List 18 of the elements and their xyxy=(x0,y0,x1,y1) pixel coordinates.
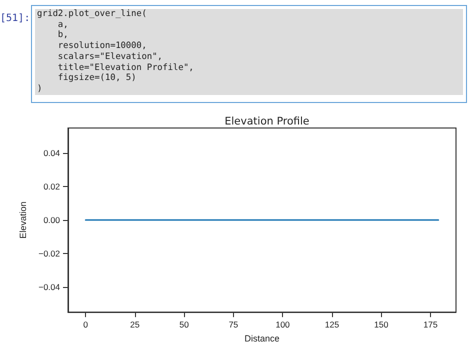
x-tick-label: 25 xyxy=(130,320,140,330)
x-tick-label: 150 xyxy=(374,320,389,330)
y-tick-label: −0.02 xyxy=(38,248,60,259)
x-tick-label: 175 xyxy=(423,320,438,330)
y-axis-title: Elevation xyxy=(18,202,28,239)
y-tick-label: 0.02 xyxy=(43,182,60,192)
x-tick-label: 50 xyxy=(179,320,190,330)
y-tick-label: −0.04 xyxy=(38,282,60,292)
x-tick-label: 125 xyxy=(324,320,340,330)
text: [51]: xyxy=(0,13,30,24)
y-tick-label: 0.00 xyxy=(43,215,60,226)
x-tick-label: 0 xyxy=(83,320,88,330)
y-tick-label: 0.04 xyxy=(43,148,60,158)
x-tick-label: 100 xyxy=(276,320,290,330)
x-axis-title: Distance xyxy=(244,334,280,344)
text: grid2.plot_over_line( a, b, resolution=10000, scalars="Elevation", title="Elevation Profile", figsize=(10, 5) ) xyxy=(37,9,194,94)
chart-title: Elevation Profile xyxy=(224,116,310,128)
x-tick-label: 75 xyxy=(228,320,238,330)
